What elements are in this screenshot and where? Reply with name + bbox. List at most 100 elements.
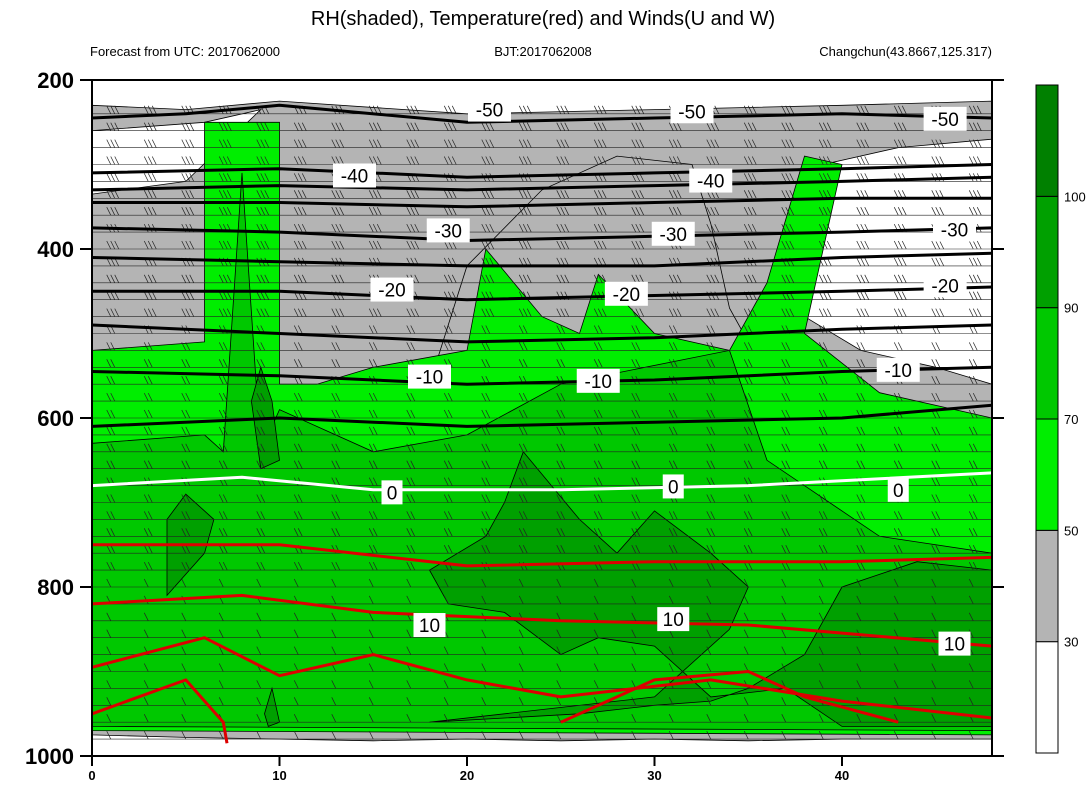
wind-barb-1073 [860, 359, 866, 368]
y-tick-label-1: 400 [37, 237, 74, 262]
wind-barb-146 [114, 139, 120, 148]
wind-barb-458 [414, 207, 420, 216]
wind-barb-1645 [785, 561, 791, 571]
wind-barb-733 [260, 274, 266, 283]
wind-barb-220 [147, 156, 153, 165]
wind-barb-1119 [822, 376, 828, 385]
wind-barb-468 [556, 207, 562, 216]
wind-barb-1691 [518, 595, 524, 605]
wind-barb-773 [751, 274, 757, 283]
wind-barb-149 [151, 139, 157, 148]
wind-barb-629 [751, 240, 757, 250]
wind-barb-1430 [368, 494, 374, 503]
wind-barb-890 [414, 308, 420, 317]
wind-barb-953 [410, 325, 416, 334]
wind-barb-136 [897, 122, 903, 131]
contour-label-13: -10 [885, 361, 912, 382]
wind-barb-1355 [747, 460, 753, 469]
wind-barb-1467 [147, 511, 153, 520]
wind-barb-1276 [181, 443, 187, 452]
wind-barb-188 [639, 139, 645, 148]
wind-barb-1526 [368, 528, 374, 537]
wind-barb-1885 [593, 730, 599, 740]
wind-barb-918 [781, 308, 787, 317]
wind-barb-381 [368, 190, 374, 199]
temperature-contour-14 [92, 678, 229, 744]
wind-barb-1726 [931, 612, 937, 621]
wind-barb-1541 [635, 528, 641, 537]
wind-barb-231 [293, 156, 299, 165]
wind-barb-1386 [443, 477, 449, 486]
wind-barb-914 [714, 308, 720, 317]
wind-barb-990 [218, 342, 224, 351]
wind-barb-618 [631, 240, 637, 250]
wind-barb-190 [672, 139, 678, 148]
wind-barb-864 [106, 308, 112, 317]
wind-barb-260 [639, 156, 645, 165]
wind-barb-1833 [443, 697, 449, 706]
wind-barb-1834 [481, 697, 487, 706]
wind-barb-1272 [106, 443, 112, 452]
wind-barb-1230 [218, 426, 224, 436]
wind-barb-1835 [518, 697, 524, 706]
wind-barb-718 [972, 257, 978, 267]
wind-barb-232 [297, 156, 303, 165]
wind-barb-553 [710, 223, 716, 233]
wind-barb-893 [451, 308, 457, 317]
wind-barb-1594 [743, 545, 749, 554]
wind-barb-1234 [293, 426, 299, 436]
wind-barb-1839 [668, 697, 674, 706]
wind-barb-1252 [631, 426, 637, 436]
wind-barb-1679 [968, 578, 974, 588]
wind-barb-493 [860, 207, 866, 216]
y-tick-label-3: 800 [37, 575, 74, 600]
wind-barb-1830 [331, 697, 337, 706]
wind-barb-121 [710, 122, 716, 131]
wind-barb-591 [293, 240, 299, 250]
wind-barb-1086 [218, 376, 224, 385]
wind-barb-1356 [781, 460, 787, 469]
wind-barb-1168 [856, 392, 862, 402]
contour-label-15: 0 [668, 477, 679, 498]
wind-barb-1051 [447, 359, 453, 368]
wind-barb-524 [339, 223, 345, 233]
wind-barb-1302 [668, 443, 674, 452]
wind-barb-1474 [293, 511, 299, 520]
wind-barb-1695 [668, 595, 674, 605]
wind-barb-1692 [556, 595, 562, 605]
wind-barb-1811 [518, 680, 524, 689]
temperature-contours [92, 103, 992, 744]
wind-barb-1521 [260, 528, 266, 537]
wind-barb-207 [893, 139, 899, 148]
wind-barb-1738 [481, 629, 487, 638]
wind-barb-755 [526, 274, 532, 283]
wind-barb-1537 [560, 528, 566, 537]
wind-barb-1486 [518, 511, 524, 520]
wind-barb-389 [451, 190, 457, 199]
wind-barb-372 [256, 190, 262, 199]
wind-barb-637 [860, 240, 866, 250]
wind-barb-759 [593, 274, 599, 283]
contour-label-box-17 [413, 613, 446, 638]
wind-barb-536 [489, 223, 495, 233]
wind-barb-1574 [368, 545, 374, 554]
wind-barb-203 [826, 139, 832, 148]
wind-barb-1063 [672, 359, 678, 368]
contour-label-18: 10 [663, 610, 684, 631]
wind-barb-1828 [256, 697, 262, 706]
wind-barb-1883 [518, 730, 524, 740]
wind-barb-920 [789, 308, 795, 317]
wind-barb-1559 [972, 528, 978, 537]
contour-label-box-14 [381, 480, 403, 505]
wind-barb-1479 [372, 511, 378, 520]
wind-barb-479 [676, 207, 682, 216]
wind-barb-719 [976, 257, 982, 267]
wind-barb-1138 [293, 392, 299, 402]
wind-barb-279 [893, 156, 899, 165]
wind-barb-163 [335, 139, 341, 148]
wind-barb-520 [297, 223, 303, 233]
wind-barb-1803 [218, 680, 224, 689]
wind-barb-876 [256, 308, 262, 317]
wind-barb-3 [143, 105, 149, 114]
wind-barb-1390 [518, 477, 524, 486]
